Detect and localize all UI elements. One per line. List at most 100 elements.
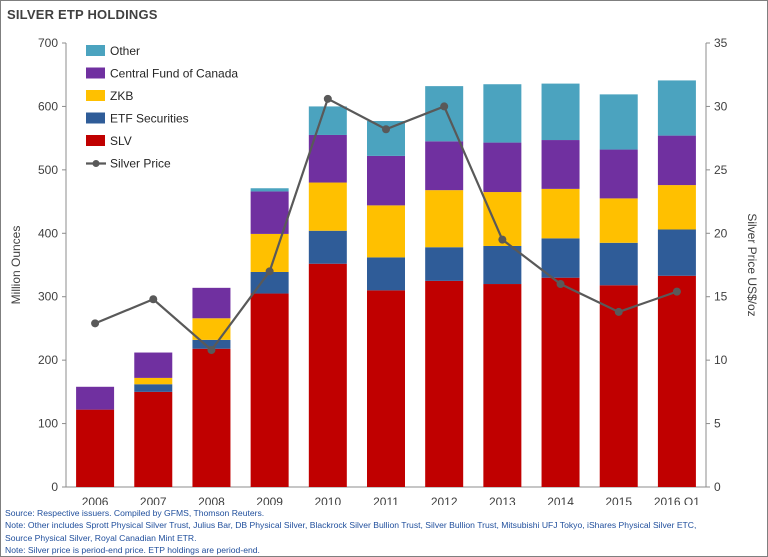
bar-central-fund-of-canada [425, 141, 464, 191]
bar-etf-securities [541, 238, 580, 278]
bar-etf-securities [192, 339, 231, 349]
bar-central-fund-of-canada [657, 135, 696, 186]
silver-price-point [672, 287, 681, 296]
bar-other [425, 86, 464, 142]
legend-label-other: Other [110, 44, 140, 58]
y2-tick-label: 5 [714, 417, 721, 431]
legend-swatch-zkb [86, 90, 105, 101]
bar-etf-securities [483, 245, 522, 285]
chart-title: SILVER ETP HOLDINGS [7, 7, 158, 22]
x-tick-label: 2014 [547, 495, 574, 505]
bar-slv [657, 275, 696, 487]
bar-central-fund-of-canada [367, 155, 405, 206]
x-tick-label: 2008 [198, 495, 225, 505]
bar-slv [76, 409, 115, 487]
y2-tick-label: 25 [714, 163, 728, 177]
silver-price-point [91, 319, 100, 328]
bar-central-fund-of-canada [192, 287, 231, 319]
legend-swatch-central-fund-of-canada [86, 67, 105, 79]
x-tick-label: 2012 [431, 495, 458, 505]
bar-zkb [134, 377, 173, 385]
bar-slv [134, 391, 173, 487]
y2-axis-title: Silver Price US$/oz [745, 213, 759, 316]
x-tick-label: 2013 [489, 495, 516, 505]
bar-slv [599, 285, 638, 487]
bar-etf-securities [250, 271, 289, 294]
bar-slv [367, 290, 405, 487]
y-tick-label: 400 [38, 226, 58, 240]
bar-slv [308, 263, 347, 487]
x-tick-label: 2016 Q1 [654, 495, 700, 505]
y-tick-label: 0 [51, 480, 58, 494]
note-line: Note: Silver price is period-end price. … [5, 544, 260, 555]
bar-zkb [425, 190, 464, 248]
silver-price-point [382, 125, 390, 134]
chart-area: 0 100 200 300 400 500 600 700 0 5 10 15 20 25 30 35 2006… [9, 36, 759, 505]
bar-other [599, 94, 638, 150]
y-tick-label: 200 [38, 353, 58, 367]
x-tick-label: 2007 [140, 495, 167, 505]
bar-zkb [250, 233, 289, 272]
bar-central-fund-of-canada [76, 386, 115, 410]
legend-swatch-other [86, 45, 105, 56]
bar-central-fund-of-canada [308, 134, 347, 183]
legend-swatch-etf-securities [86, 112, 105, 124]
bar-zkb [308, 182, 347, 231]
note-line: Source: Respective issuers. Compiled by … [5, 508, 265, 518]
bar-central-fund-of-canada [541, 140, 580, 189]
y2-tick-label: 0 [714, 480, 721, 494]
y-tick-label: 500 [38, 163, 58, 177]
bar-other [250, 188, 289, 192]
y2-tick-label: 35 [714, 36, 728, 50]
bar-zkb [192, 318, 231, 340]
legend-label-etf-securities: ETF Securities [110, 112, 189, 126]
silver-price-point [207, 345, 216, 354]
bar-central-fund-of-canada [250, 191, 289, 234]
silver-price-point [440, 102, 449, 111]
bar-etf-securities [599, 242, 638, 286]
silver-price-point [498, 235, 507, 244]
x-tick-label: 2009 [256, 495, 283, 505]
silver-price-point [614, 307, 623, 316]
bar-other [308, 106, 347, 135]
x-tick-label: 2015 [605, 495, 632, 505]
bar-zkb [599, 198, 638, 243]
y2-tick-label: 10 [714, 353, 728, 367]
bar-central-fund-of-canada [599, 149, 638, 199]
bar-etf-securities [308, 230, 347, 264]
bar-etf-securities [425, 247, 464, 281]
bar-zkb [657, 185, 696, 230]
legend-label-silver-price: Silver Price [110, 157, 171, 171]
legend-label-central-fund-of-canada: Central Fund of Canada [110, 67, 238, 81]
legend-point-marker [92, 160, 100, 167]
bar-slv [192, 348, 231, 487]
y-tick-label: 300 [38, 290, 58, 304]
bar-slv [250, 293, 289, 487]
bar-other [483, 84, 522, 143]
x-tick-label: 2006 [82, 495, 109, 505]
y2-tick-label: 30 [714, 99, 728, 113]
legend-swatch-slv [86, 135, 105, 146]
note-line: Source Physical Silver, Royal Canadian M… [5, 532, 197, 543]
bar-etf-securities [657, 229, 696, 276]
y2-tick-label: 15 [714, 290, 728, 304]
bar-central-fund-of-canada [483, 142, 522, 193]
y-tick-label: 700 [38, 36, 58, 50]
silver-price-point [265, 267, 274, 276]
legend-label-slv: SLV [110, 134, 132, 148]
y-tick-label: 600 [38, 99, 58, 113]
bar-zkb [367, 205, 405, 258]
bar-slv [425, 280, 464, 487]
y-tick-label: 100 [38, 417, 58, 431]
note-line: Note: Other includes Sprott Physical Sil… [5, 520, 697, 531]
silver-price-point [556, 280, 565, 289]
bar-slv [541, 277, 580, 487]
bar-etf-securities [134, 384, 173, 392]
bar-slv [483, 284, 522, 487]
silver-price-point [323, 94, 332, 103]
bar-etf-securities [367, 257, 405, 291]
bar-zkb [541, 188, 580, 239]
x-tick-label: 2010 [314, 495, 341, 505]
legend-label-zkb: ZKB [110, 89, 133, 103]
y2-tick-label: 20 [714, 226, 728, 240]
